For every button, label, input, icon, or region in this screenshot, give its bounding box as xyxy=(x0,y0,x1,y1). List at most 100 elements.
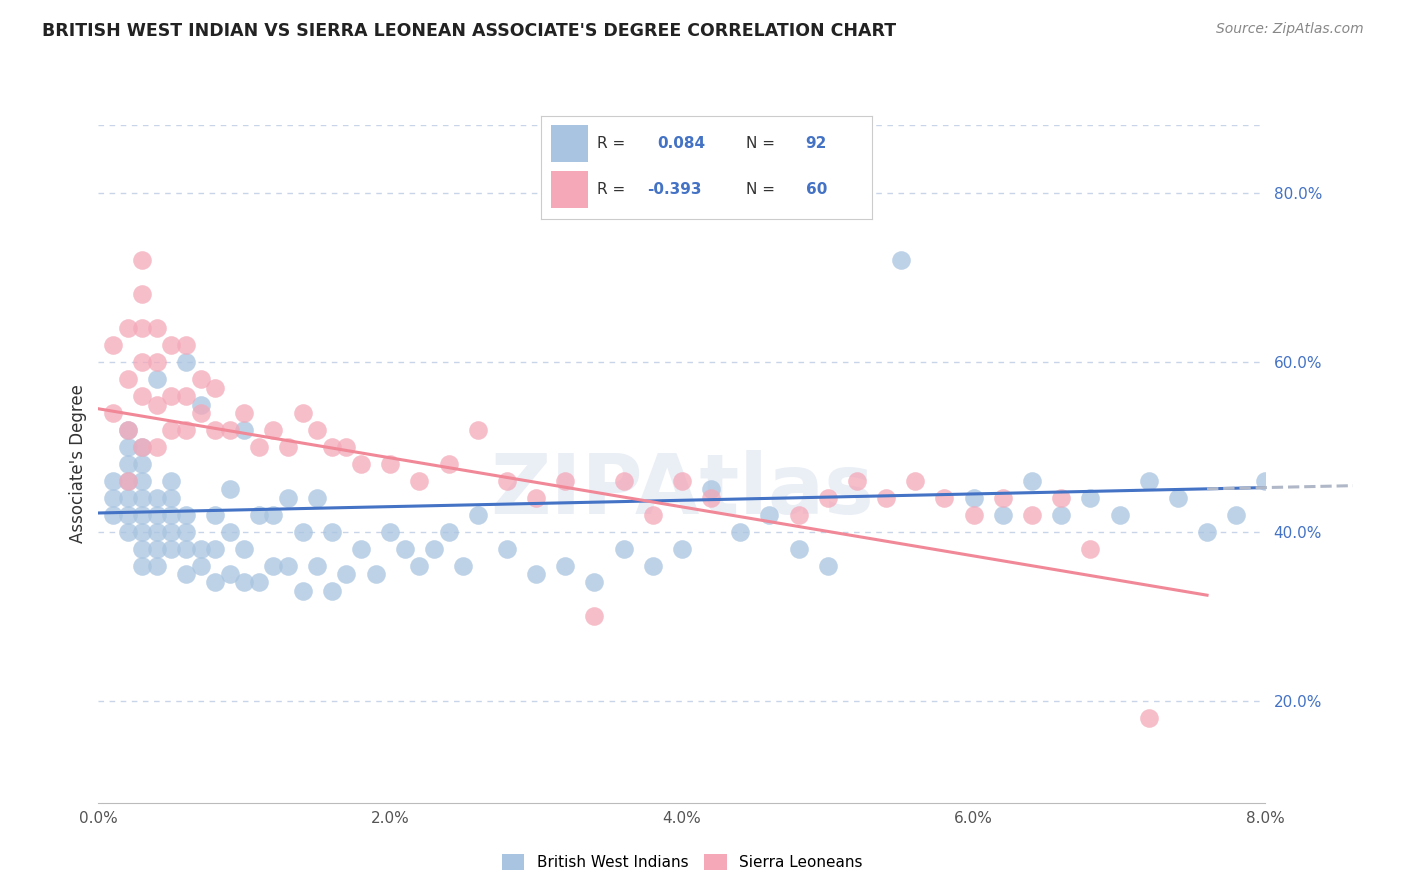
Point xyxy=(408,558,430,573)
Point xyxy=(1195,524,1218,539)
Point xyxy=(641,558,664,573)
Point xyxy=(117,474,139,488)
Point xyxy=(101,338,124,352)
Point xyxy=(321,583,343,598)
Text: R =: R = xyxy=(598,182,626,197)
Point xyxy=(612,474,634,488)
Point xyxy=(277,558,299,573)
Point xyxy=(146,491,169,505)
Point xyxy=(962,491,984,505)
Point xyxy=(101,491,124,505)
Point xyxy=(524,491,547,505)
Point xyxy=(131,321,153,335)
Point xyxy=(262,558,284,573)
Point xyxy=(1021,508,1043,522)
Point xyxy=(394,541,416,556)
Point xyxy=(583,609,606,624)
Point xyxy=(218,423,240,437)
Point xyxy=(321,440,343,454)
Text: 0.084: 0.084 xyxy=(657,136,704,151)
Point xyxy=(160,338,183,352)
Point xyxy=(131,474,153,488)
Point xyxy=(612,541,634,556)
Point xyxy=(890,253,912,268)
Point xyxy=(190,372,212,386)
Point xyxy=(291,524,314,539)
Point xyxy=(218,524,240,539)
Point xyxy=(247,440,270,454)
Point xyxy=(131,355,153,369)
Point xyxy=(160,541,183,556)
Point xyxy=(233,575,256,590)
Point xyxy=(1050,508,1073,522)
Point xyxy=(131,440,153,454)
Point xyxy=(131,287,153,301)
Point xyxy=(1254,474,1277,488)
Point xyxy=(437,524,460,539)
Point xyxy=(174,389,197,403)
Text: -0.393: -0.393 xyxy=(647,182,702,197)
Text: 60: 60 xyxy=(806,182,827,197)
Point xyxy=(846,474,869,488)
Point xyxy=(700,491,723,505)
Point xyxy=(991,508,1014,522)
Point xyxy=(117,508,139,522)
Point xyxy=(160,389,183,403)
Point xyxy=(554,474,576,488)
Point xyxy=(233,406,256,420)
Point xyxy=(160,491,183,505)
Point xyxy=(174,338,197,352)
Point xyxy=(1137,711,1160,725)
Point xyxy=(117,423,139,437)
Point xyxy=(291,583,314,598)
Point xyxy=(671,474,693,488)
Point xyxy=(291,406,314,420)
Point xyxy=(131,253,153,268)
Point xyxy=(728,524,751,539)
Point xyxy=(350,457,373,471)
Point xyxy=(131,541,153,556)
Point xyxy=(467,508,489,522)
Point xyxy=(131,389,153,403)
Text: N =: N = xyxy=(747,182,775,197)
Point xyxy=(437,457,460,471)
Text: R =: R = xyxy=(598,136,626,151)
Point xyxy=(934,491,956,505)
Text: Source: ZipAtlas.com: Source: ZipAtlas.com xyxy=(1216,22,1364,37)
Point xyxy=(218,567,240,582)
Point xyxy=(174,524,197,539)
Point xyxy=(787,541,810,556)
Point xyxy=(190,398,212,412)
Point xyxy=(146,321,169,335)
Point xyxy=(554,558,576,573)
Point xyxy=(146,440,169,454)
Point xyxy=(378,457,402,471)
Point xyxy=(378,524,402,539)
Point xyxy=(117,474,139,488)
Point xyxy=(1167,491,1189,505)
Point xyxy=(190,541,212,556)
Point xyxy=(1080,491,1102,505)
Point xyxy=(262,508,284,522)
Point xyxy=(204,381,226,395)
Point xyxy=(904,474,927,488)
Point xyxy=(335,440,357,454)
Point xyxy=(190,558,212,573)
Point xyxy=(131,457,153,471)
Point xyxy=(117,457,139,471)
Point xyxy=(787,508,810,522)
Text: N =: N = xyxy=(747,136,775,151)
Point xyxy=(277,491,299,505)
Point xyxy=(671,541,693,556)
Y-axis label: Associate's Degree: Associate's Degree xyxy=(69,384,87,543)
Point xyxy=(117,372,139,386)
Point xyxy=(146,524,169,539)
Point xyxy=(758,508,780,522)
Point xyxy=(641,508,664,522)
Point xyxy=(160,474,183,488)
Point xyxy=(174,541,197,556)
Point xyxy=(875,491,897,505)
Point xyxy=(496,474,519,488)
Point xyxy=(218,483,240,497)
Point xyxy=(1050,491,1073,505)
